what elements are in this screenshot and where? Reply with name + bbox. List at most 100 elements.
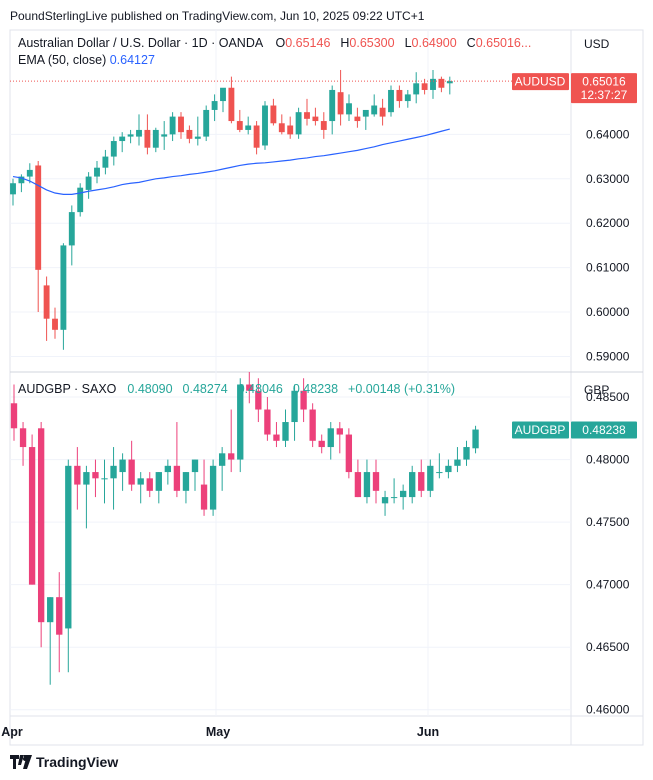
candle[interactable] <box>74 447 81 510</box>
candle[interactable] <box>445 459 452 479</box>
candle[interactable] <box>413 72 420 104</box>
bottom-symbol[interactable]: AUDGBP · SAXO <box>18 382 117 396</box>
candle[interactable] <box>137 472 144 504</box>
candle[interactable] <box>409 465 416 504</box>
candle[interactable] <box>362 109 369 130</box>
candle[interactable] <box>372 459 380 504</box>
candle[interactable] <box>253 121 260 155</box>
candle[interactable] <box>10 384 18 441</box>
bottom-unit-label[interactable]: GBP <box>584 383 610 397</box>
candle[interactable] <box>318 434 325 454</box>
candle[interactable] <box>287 116 294 139</box>
candle[interactable] <box>10 178 16 206</box>
candle[interactable] <box>436 453 443 479</box>
candle[interactable] <box>85 172 92 199</box>
candle[interactable] <box>291 384 298 441</box>
candle[interactable] <box>454 447 461 473</box>
candle[interactable] <box>300 378 307 423</box>
candle[interactable] <box>282 409 289 448</box>
candle[interactable] <box>237 378 244 473</box>
top-unit-label[interactable]: USD <box>584 37 610 51</box>
candle[interactable] <box>144 114 151 155</box>
candle[interactable] <box>146 472 153 498</box>
candle[interactable] <box>169 112 176 142</box>
candle[interactable] <box>110 447 117 510</box>
candle[interactable] <box>270 98 277 126</box>
candle[interactable] <box>37 422 45 648</box>
candle[interactable] <box>246 372 253 404</box>
candle[interactable] <box>354 459 362 498</box>
candle[interactable] <box>345 428 353 479</box>
candle[interactable] <box>102 149 109 175</box>
candle[interactable] <box>173 422 181 498</box>
candle[interactable] <box>119 132 126 153</box>
candle[interactable] <box>77 183 84 217</box>
candle[interactable] <box>245 116 252 135</box>
top-symbol[interactable]: Australian Dollar / U.S. Dollar · 1D · O… <box>18 36 263 50</box>
candle[interactable] <box>110 136 117 166</box>
candle[interactable] <box>388 85 394 117</box>
candle[interactable] <box>446 76 453 95</box>
candle[interactable] <box>47 597 54 685</box>
candle[interactable] <box>127 129 134 144</box>
candle[interactable] <box>304 98 310 126</box>
candle[interactable] <box>418 459 425 498</box>
candle[interactable] <box>92 459 99 498</box>
candle[interactable] <box>390 478 398 504</box>
candle[interactable] <box>203 105 210 142</box>
candle[interactable] <box>430 69 436 99</box>
candle[interactable] <box>336 422 343 454</box>
candle[interactable] <box>119 453 126 491</box>
candle[interactable] <box>312 107 319 126</box>
tradingview-logo[interactable]: TradingView <box>10 754 118 770</box>
candle[interactable] <box>381 490 389 516</box>
candle[interactable] <box>427 459 434 498</box>
candle[interactable] <box>309 403 316 448</box>
candle[interactable] <box>255 378 262 423</box>
candle[interactable] <box>28 434 36 585</box>
candle[interactable] <box>329 85 336 135</box>
candle[interactable] <box>60 243 67 350</box>
candle[interactable] <box>136 114 142 146</box>
candle[interactable] <box>35 161 42 313</box>
candle[interactable] <box>438 76 445 93</box>
candle[interactable] <box>379 98 386 126</box>
candle[interactable] <box>161 121 168 150</box>
candle[interactable] <box>19 422 27 466</box>
candle[interactable] <box>264 397 271 441</box>
candle[interactable] <box>65 459 72 673</box>
candle[interactable] <box>101 459 108 504</box>
candle[interactable] <box>472 425 479 454</box>
candle[interactable] <box>262 101 268 150</box>
candle[interactable] <box>152 127 159 153</box>
candle[interactable] <box>182 472 190 504</box>
candle[interactable] <box>463 440 470 466</box>
candle[interactable] <box>178 112 184 139</box>
time-axis[interactable]: Apr May Jun <box>1 725 439 739</box>
candle[interactable] <box>43 276 50 341</box>
candle[interactable] <box>218 447 226 491</box>
candle[interactable] <box>209 459 217 516</box>
candle[interactable] <box>354 107 361 128</box>
candle[interactable] <box>399 484 407 510</box>
candle[interactable] <box>396 85 403 108</box>
candle[interactable] <box>52 307 58 339</box>
candle[interactable] <box>278 114 285 135</box>
candle[interactable] <box>200 459 208 516</box>
candle[interactable] <box>191 459 199 491</box>
candle[interactable] <box>155 472 162 504</box>
candle[interactable] <box>371 94 378 117</box>
candle[interactable] <box>295 107 302 139</box>
candle[interactable] <box>94 161 100 184</box>
candle[interactable] <box>346 94 352 122</box>
ema-line[interactable] <box>12 128 450 195</box>
candle[interactable] <box>404 89 411 108</box>
candle[interactable] <box>164 459 172 485</box>
candle[interactable] <box>128 440 135 491</box>
candle[interactable] <box>211 94 218 122</box>
candle[interactable] <box>273 422 280 448</box>
candle[interactable] <box>194 116 201 146</box>
ema-label[interactable]: EMA (50, close) <box>18 53 107 67</box>
candle[interactable] <box>228 76 235 124</box>
